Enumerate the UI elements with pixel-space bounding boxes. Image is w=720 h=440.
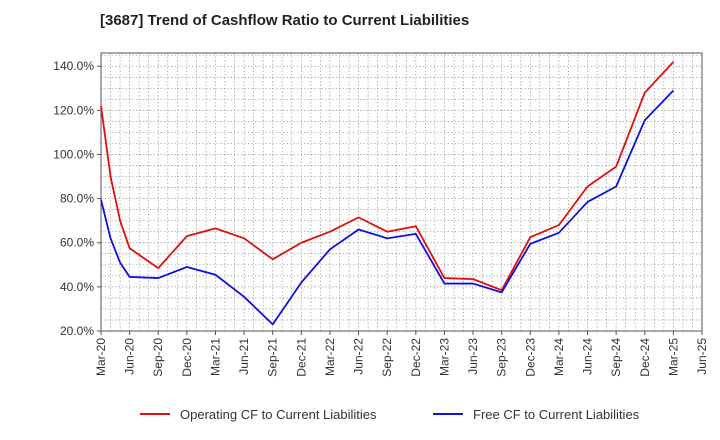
x-tick-label: Jun-20 xyxy=(123,338,137,375)
x-tick-label: Sep-20 xyxy=(151,338,165,377)
x-tick-label: Mar-21 xyxy=(208,338,222,376)
x-tick-label: Jun-24 xyxy=(581,338,595,375)
x-axis-ticks: Mar-20 Jun-20 Sep-20 Dec-20 Mar-21 Jun-21 Sep-… xyxy=(94,331,709,377)
x-tick-label: Dec-20 xyxy=(180,338,194,377)
x-tick-label: Dec-23 xyxy=(523,338,537,377)
x-tick-label: Mar-25 xyxy=(666,338,680,376)
y-tick-label: 120.0% xyxy=(53,103,94,117)
x-tick-label: Sep-21 xyxy=(266,338,280,377)
legend: Operating CF to Current Liabilities Free … xyxy=(140,407,640,422)
y-tick-label: 40.0% xyxy=(60,280,94,294)
x-tick-label: Sep-22 xyxy=(380,338,394,377)
legend-label-2: Free CF to Current Liabilities xyxy=(473,407,640,422)
y-tick-label: 60.0% xyxy=(60,236,94,250)
x-tick-label: Sep-23 xyxy=(495,338,509,377)
x-tick-label: Mar-23 xyxy=(437,338,451,376)
y-axis-ticks: 20.0% 40.0% 60.0% 80.0% 100.0% 120.0% 140.0% xyxy=(53,59,101,338)
y-tick-label: 80.0% xyxy=(60,192,94,206)
legend-label-1: Operating CF to Current Liabilities xyxy=(180,407,377,422)
series-line-1 xyxy=(100,61,675,292)
chart-title: [3687] Trend of Cashflow Ratio to Curren… xyxy=(100,12,470,29)
x-tick-label: Dec-21 xyxy=(294,338,308,377)
y-tick-label: 100.0% xyxy=(53,147,94,161)
grid-layer xyxy=(100,53,703,332)
x-tick-label: Mar-20 xyxy=(94,338,108,376)
y-tick-label: 140.0% xyxy=(53,59,94,73)
x-tick-label: Mar-22 xyxy=(323,338,337,376)
x-tick-label: Jun-22 xyxy=(352,338,366,375)
y-tick-label: 20.0% xyxy=(60,324,94,338)
series-layer xyxy=(100,61,675,326)
x-tick-label: Jun-25 xyxy=(695,338,709,375)
x-tick-label: Jun-21 xyxy=(237,338,251,375)
x-tick-label: Mar-24 xyxy=(552,338,566,376)
plot-frame xyxy=(100,52,703,332)
x-tick-label: Sep-24 xyxy=(609,338,623,377)
x-tick-label: Dec-22 xyxy=(409,338,423,377)
x-tick-label: Jun-23 xyxy=(466,338,480,375)
x-tick-label: Dec-24 xyxy=(638,338,652,377)
series-line-2 xyxy=(100,89,675,326)
